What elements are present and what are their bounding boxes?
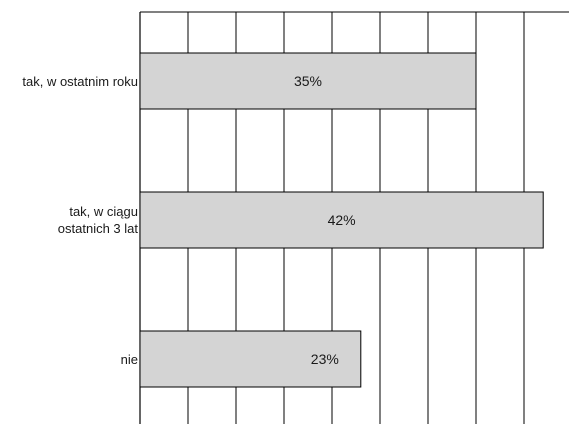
category-label-line: tak, w ostatnim roku	[22, 73, 138, 89]
bar-value-label: 23%	[310, 351, 339, 367]
bar	[139, 52, 477, 110]
bar	[139, 330, 362, 388]
bar	[139, 191, 544, 249]
bar-value-label: 42%	[327, 212, 356, 228]
category-label-line: tak, w ciągu	[69, 204, 138, 219]
category-label: tak, w ostatnim roku	[22, 73, 138, 90]
category-label: nie	[121, 351, 138, 368]
category-label-line: ostatnich 3 lat	[57, 221, 138, 236]
category-label: tak, w ciągu ostatnich 3 lat	[58, 203, 138, 237]
bar-value-label: 35%	[293, 73, 323, 89]
category-label-line: nie	[120, 351, 138, 367]
